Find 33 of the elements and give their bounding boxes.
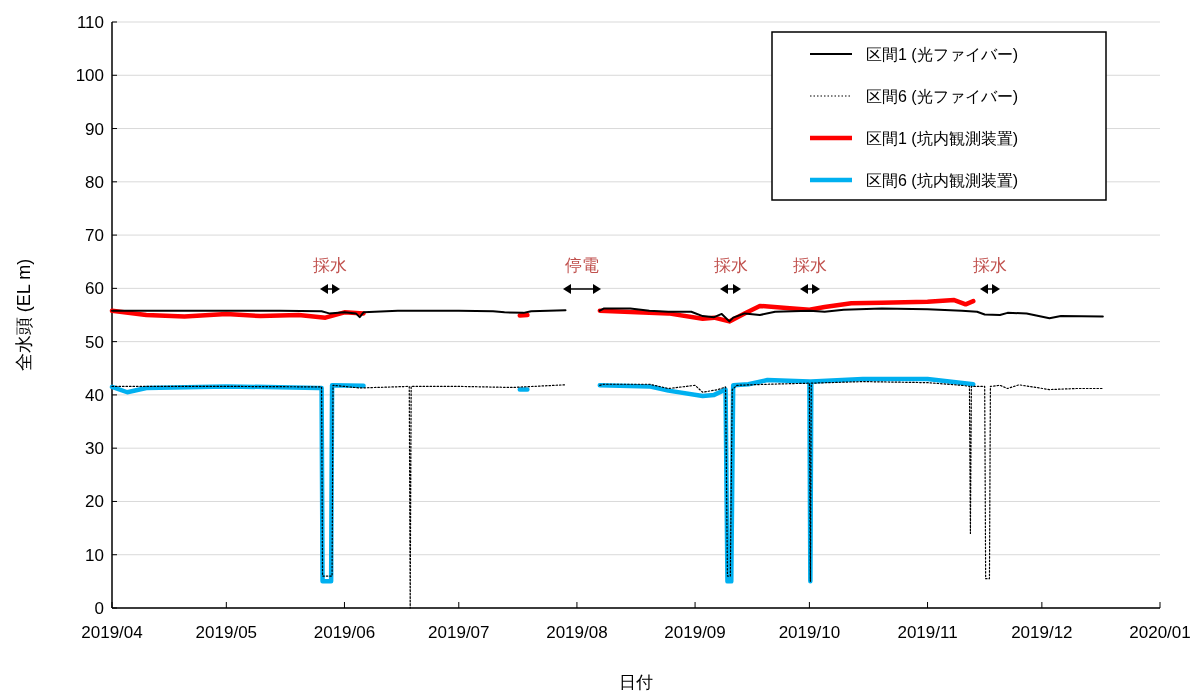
y-tick-label: 110 xyxy=(76,13,104,32)
x-tick-label: 2019/12 xyxy=(1011,623,1073,642)
annotation: 採水 xyxy=(713,256,748,275)
legend-label: 区間6 (坑内観測装置) xyxy=(866,172,1018,189)
x-axis-title: 日付 xyxy=(619,673,653,692)
legend-label: 区間1 (光ファイバー) xyxy=(866,46,1018,63)
y-tick-label: 50 xyxy=(85,332,104,352)
x-tick-label: 2019/08 xyxy=(546,623,608,642)
annotation: 停電 xyxy=(565,256,599,275)
y-tick-label: 60 xyxy=(85,279,104,299)
legend-label: 区間1 (坑内観測装置) xyxy=(866,130,1018,147)
y-tick-label: 10 xyxy=(85,545,104,565)
legend-label: 区間6 (光ファイバー) xyxy=(866,88,1018,105)
y-tick-label: 100 xyxy=(75,66,104,86)
y-tick-label: 40 xyxy=(85,385,104,405)
annotation: 採水 xyxy=(313,256,347,275)
y-tick-label: 70 xyxy=(85,226,104,246)
x-tick-label: 2019/06 xyxy=(313,623,376,642)
y-axis-title: 全水頭 (EL m) xyxy=(14,258,34,372)
x-tick-label: 2019/05 xyxy=(195,623,258,642)
x-tick-label: 2020/01 xyxy=(1129,623,1191,642)
y-tick-label: 0 xyxy=(94,599,104,618)
y-tick-label: 20 xyxy=(85,492,104,512)
x-tick-label: 2019/10 xyxy=(778,623,841,642)
x-tick-label: 2019/04 xyxy=(81,623,143,642)
annotation: 採水 xyxy=(973,256,1007,275)
y-tick-label: 90 xyxy=(85,119,104,139)
x-tick-label: 2019/07 xyxy=(428,623,490,642)
x-tick-label: 2019/11 xyxy=(897,623,958,642)
annotation: 採水 xyxy=(793,256,827,275)
x-tick-label: 2019/09 xyxy=(664,623,726,642)
y-tick-label: 80 xyxy=(85,172,104,192)
y-tick-label: 30 xyxy=(85,439,104,459)
